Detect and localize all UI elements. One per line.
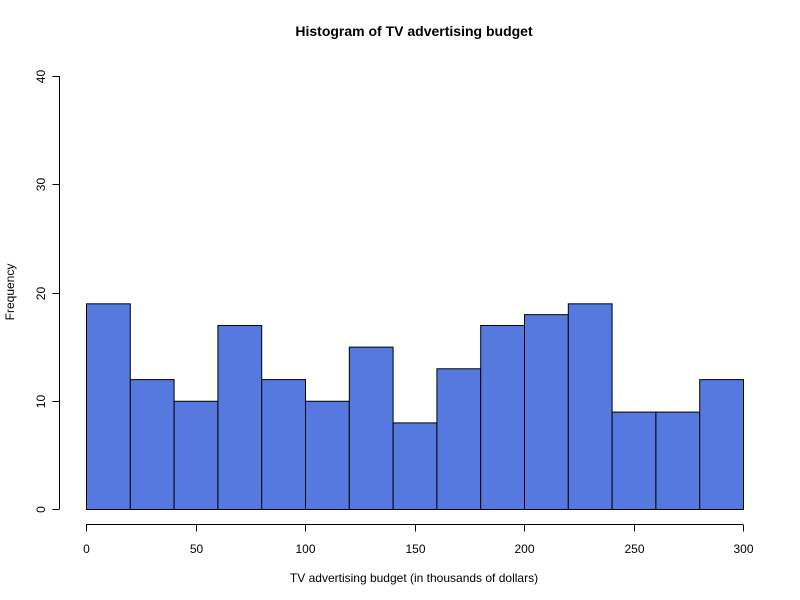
histogram-bar — [655, 411, 701, 511]
y-tick-label: 20 — [34, 287, 48, 301]
bars-group — [86, 303, 745, 511]
chart-title: Histogram of TV advertising budget — [295, 23, 533, 39]
histogram-bar — [129, 379, 175, 510]
y-tick-label: 30 — [34, 178, 48, 192]
histogram-bar — [261, 379, 307, 510]
histogram-bar — [173, 400, 219, 510]
y-axis: 0 10 20 30 40 — [34, 70, 60, 513]
histogram-bar — [348, 346, 394, 510]
y-axis-label: Frequency — [3, 264, 17, 321]
y-tick-label: 40 — [34, 70, 48, 84]
histogram-bar — [217, 324, 263, 510]
histogram-bar — [480, 324, 526, 510]
x-tick-label: 250 — [624, 542, 644, 556]
histogram-bar — [436, 368, 482, 510]
histogram-bar — [524, 314, 569, 510]
histogram-bar — [567, 303, 613, 511]
y-tick-label: 0 — [34, 506, 48, 513]
y-tick-label: 10 — [34, 395, 48, 409]
x-axis: 0 50 100 150 200 250 300 — [83, 524, 754, 556]
x-tick-label: 200 — [514, 542, 534, 556]
x-tick-label: 50 — [190, 542, 204, 556]
x-tick-label: 150 — [405, 542, 425, 556]
histogram-bar — [699, 379, 745, 510]
x-tick-label: 0 — [83, 542, 90, 556]
histogram-bar — [86, 303, 131, 511]
x-tick-label: 100 — [295, 542, 315, 556]
x-axis-label: TV advertising budget (in thousands of d… — [290, 571, 538, 585]
histogram-bar — [392, 422, 438, 510]
histogram-bar — [611, 411, 657, 511]
histogram-bar — [305, 400, 350, 510]
x-tick-label: 300 — [733, 542, 753, 556]
